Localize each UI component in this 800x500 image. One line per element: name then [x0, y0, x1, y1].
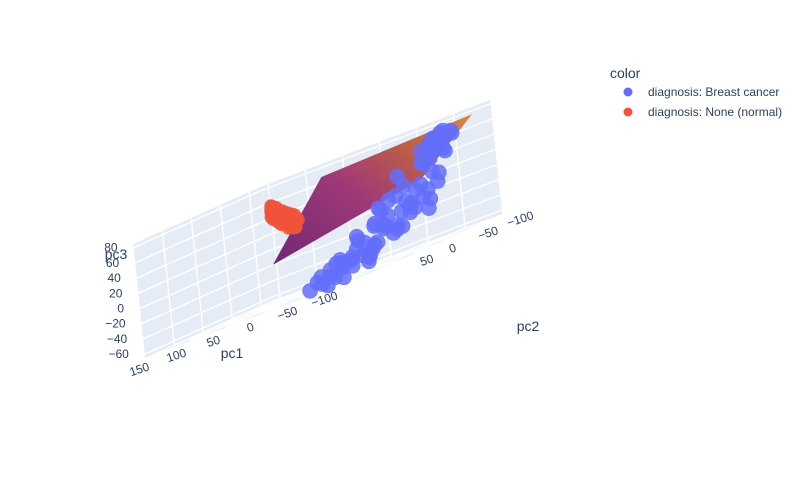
- pc2-tick: −50: [476, 223, 500, 243]
- pc1-axis-title: pc1: [221, 345, 244, 361]
- data-point[interactable]: [334, 254, 351, 271]
- legend-marker-normal: [623, 107, 633, 117]
- gridline-pc3: [138, 235, 267, 294]
- pc1-tick: 150: [128, 359, 152, 379]
- pc1-tick: 0: [245, 320, 256, 335]
- data-point[interactable]: [389, 168, 405, 185]
- pc1-tick: 100: [165, 345, 189, 365]
- gridline-pc3: [133, 189, 262, 249]
- pc2-tick: −100: [505, 208, 535, 230]
- pc2-tick: 50: [418, 251, 435, 269]
- pc3-tick: 20: [109, 286, 123, 300]
- legend-title: color: [610, 65, 641, 81]
- data-point[interactable]: [421, 200, 437, 216]
- data-point[interactable]: [413, 155, 429, 171]
- gridline-pc3: [136, 220, 265, 279]
- pc2-tick: 0: [447, 240, 458, 255]
- gridline-pc2: [173, 257, 404, 346]
- legend-marker-breast-cancer: [623, 87, 633, 97]
- pc3-tick: 0: [117, 302, 124, 316]
- data-point[interactable]: [313, 269, 330, 285]
- pc3-tick: −60: [108, 347, 129, 361]
- legend-label-breast-cancer: diagnosis: Breast cancer: [648, 85, 779, 99]
- pc3-axis-title: pc3: [105, 246, 128, 262]
- series-normal: [264, 199, 305, 235]
- gridline-pc3: [144, 296, 273, 355]
- data-point[interactable]: [264, 199, 278, 213]
- pc3-tick: −40: [107, 332, 128, 346]
- pc3-tick: 40: [107, 271, 121, 285]
- pc3-tick: 60: [106, 256, 120, 270]
- gridline-pc3: [142, 281, 272, 340]
- data-point[interactable]: [366, 218, 382, 234]
- legend: color diagnosis: Breast cancer diagnosis…: [610, 65, 782, 119]
- series-breast-cancer: [302, 122, 460, 299]
- legend-item-breast-cancer[interactable]: diagnosis: Breast cancer: [623, 85, 780, 99]
- legend-label-normal: diagnosis: None (normal): [648, 105, 782, 119]
- pc3-tick: 80: [104, 241, 118, 255]
- gridline-pc3: [270, 194, 501, 283]
- data-point[interactable]: [348, 229, 365, 245]
- pc1-tick: 50: [205, 332, 222, 350]
- back-wall: [133, 186, 273, 358]
- data-point[interactable]: [372, 203, 389, 219]
- pc2-axis-title: pc2: [517, 318, 540, 334]
- gridline-pc3: [141, 265, 270, 325]
- gridline-pc3: [134, 205, 264, 264]
- gridline-pc3: [260, 103, 491, 192]
- gridline-pc3: [139, 250, 268, 310]
- pc3-tick: −20: [105, 317, 126, 331]
- legend-item-normal[interactable]: diagnosis: None (normal): [623, 105, 783, 119]
- pc1-tick: −50: [276, 303, 300, 323]
